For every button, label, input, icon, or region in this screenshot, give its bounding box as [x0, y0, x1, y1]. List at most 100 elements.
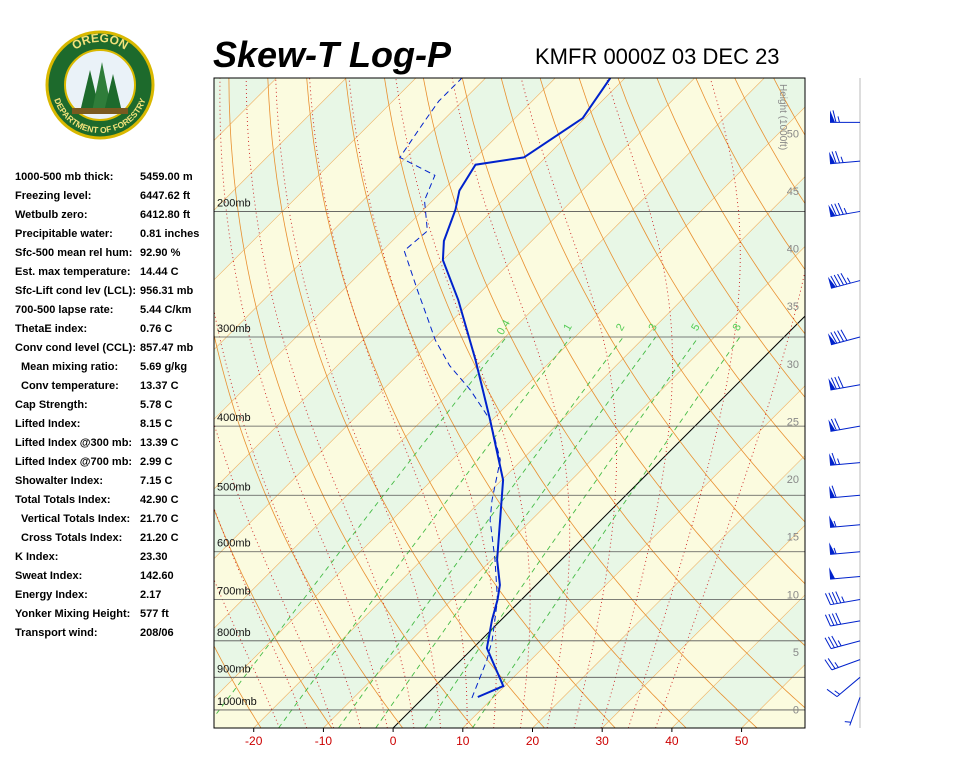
y2-axis-label: Height (1000ft): [777, 84, 788, 150]
dry-adiabat: [214, 508, 333, 728]
barb-staff: [830, 640, 861, 650]
index-value: 577 ft: [140, 608, 169, 620]
y2-tick-label: 15: [787, 532, 799, 544]
y-tick-label: 600mb: [217, 538, 251, 550]
barb-full: [837, 330, 845, 342]
barb-full: [833, 274, 841, 287]
wind-barb: [844, 697, 861, 726]
dry-adiabat: [214, 333, 404, 728]
isotherm-band: [214, 78, 805, 698]
index-value: 6412.80 ft: [140, 209, 190, 221]
index-label: Showalter Index:: [15, 475, 103, 487]
y2-tick-label: 30: [787, 359, 799, 371]
index-value: 142.60: [140, 570, 174, 582]
index-value: 0.76 C: [140, 323, 172, 335]
dry-adiabat: [214, 645, 262, 728]
y2-tick-label: 35: [787, 301, 799, 313]
moist-adiabat: [309, 78, 468, 728]
barb-pennant: [830, 110, 835, 123]
barb-full: [831, 635, 839, 648]
wind-barb: [828, 376, 861, 391]
barb-full: [824, 593, 831, 605]
barb-staff: [836, 676, 861, 697]
index-label: Precipitable water:: [15, 228, 113, 240]
x-tick-label: 10: [456, 734, 470, 748]
barb-full: [827, 636, 835, 648]
moist-adiabat: [655, 269, 805, 728]
mixing-ratio-label: 2: [614, 322, 627, 333]
y-tick-label: 900mb: [217, 663, 251, 675]
index-value: 21.70 C: [140, 513, 179, 525]
barb-half: [843, 207, 848, 214]
plot-frame: [213, 77, 806, 729]
dry-adiabat: [384, 78, 758, 728]
isotherm: [214, 106, 805, 699]
x-tick-label: -20: [245, 734, 263, 748]
barb-pennant: [829, 453, 836, 466]
y2-tick-label: 40: [787, 244, 799, 256]
dry-adiabat: [851, 78, 960, 728]
barb-full: [830, 418, 837, 431]
temperature-line: [441, 78, 612, 698]
barb-full: [830, 204, 837, 216]
index-label: 1000-500 mb thick:: [15, 171, 113, 183]
barb-full: [828, 592, 835, 605]
wind-barb: [828, 418, 861, 432]
indices-panel: 1000-500 mb thick: 5459.00 m Freezing leve…: [15, 171, 199, 639]
dewpoint-line: [399, 78, 501, 699]
barb-full: [831, 591, 838, 604]
barb-staff: [830, 598, 861, 606]
moist-adiabat: [214, 506, 308, 728]
barb-full: [833, 331, 841, 343]
logo-text: OREGON: [69, 31, 130, 53]
y-tick-label: 300mb: [217, 323, 251, 335]
isotherm: [214, 78, 556, 420]
barb-full: [831, 452, 837, 465]
wind-barb: [829, 151, 861, 165]
barb-full: [837, 202, 844, 215]
barb-staff: [849, 697, 861, 726]
y2-tick-label: 45: [787, 186, 799, 198]
isotherm: [323, 245, 805, 728]
index-label: Sfc-500 mean rel hum:: [15, 247, 132, 259]
barb-half: [837, 116, 840, 123]
y2-tick-label: 25: [787, 416, 799, 428]
mixing-ratio-line: [375, 336, 657, 728]
mixing-ratio-label: 1: [561, 322, 574, 333]
wind-barb: [824, 591, 861, 606]
barb-staff: [830, 280, 861, 289]
isotherm: [671, 594, 805, 728]
index-value: 208/06: [140, 627, 174, 639]
index-value: 42.90 C: [140, 494, 179, 506]
barb-full: [831, 613, 838, 626]
index-label: Conv temperature:: [21, 380, 119, 392]
mixing-ratio-label: 8: [731, 322, 744, 333]
index-value: 6447.62 ft: [140, 190, 190, 202]
index-label: ThetaE index:: [15, 323, 87, 335]
y2-tick-label: 20: [787, 474, 799, 486]
barb-pennant: [829, 485, 836, 498]
barb-staff: [830, 620, 861, 627]
index-label: Yonker Mixing Height:: [15, 608, 130, 620]
barb-staff: [831, 659, 861, 671]
logo-tree: [104, 74, 122, 112]
wind-barb: [829, 567, 861, 580]
barb-full: [835, 151, 841, 164]
index-value: 857.47 mb: [140, 342, 193, 354]
isotherm: [214, 78, 417, 281]
dry-adiabat: [539, 78, 805, 523]
isotherm-band: [214, 107, 805, 728]
index-label: Lifted Index @700 mb:: [15, 456, 132, 468]
wind-barb: [824, 658, 861, 671]
barb-full: [824, 659, 833, 671]
barb-full: [828, 613, 835, 626]
wind-barb: [829, 485, 861, 499]
wind-barb: [824, 635, 861, 650]
chart-title: Skew-T Log-P: [213, 34, 452, 75]
y-tick-label: 500mb: [217, 481, 251, 493]
isotherm: [214, 78, 695, 560]
isotherm: [214, 78, 626, 490]
index-value: 5.78 C: [140, 399, 172, 411]
index-value: 13.37 C: [140, 380, 179, 392]
